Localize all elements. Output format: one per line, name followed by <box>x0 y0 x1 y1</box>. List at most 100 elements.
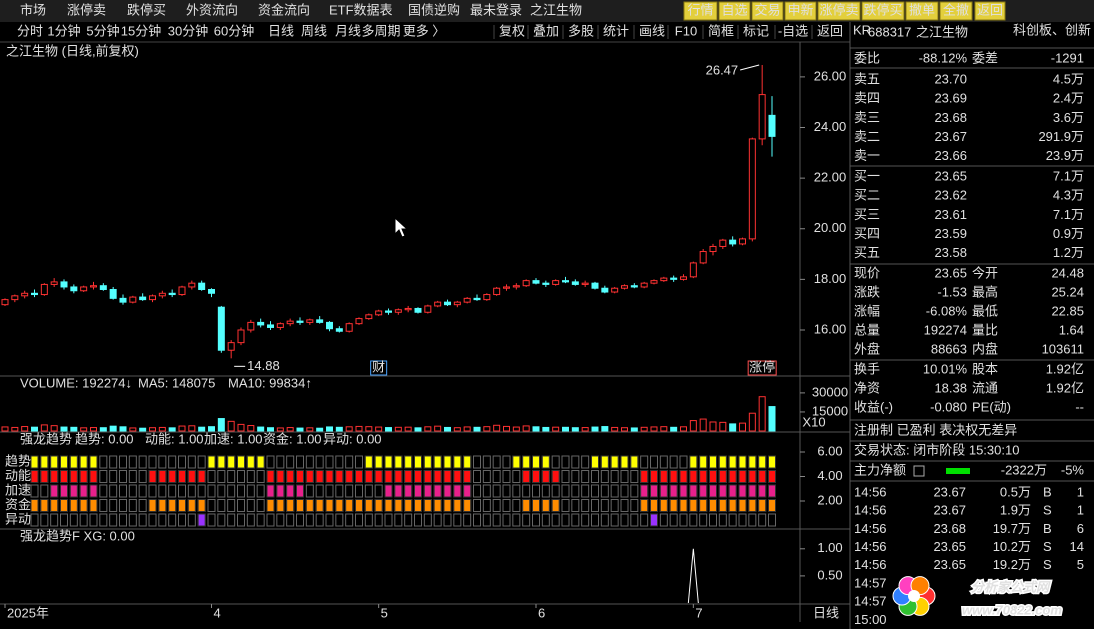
book-price: 23.65 <box>934 168 967 183</box>
toolbar-button[interactable] <box>939 1 973 21</box>
period-tab[interactable]: 1分钟 <box>47 23 80 38</box>
toolbar-button-label: 跌停买 <box>863 2 902 17</box>
field-label: 净资 <box>854 380 880 395</box>
toolbar-button[interactable] <box>784 1 817 21</box>
block-outline <box>40 484 49 498</box>
tool-button[interactable]: 简框 <box>708 23 734 38</box>
stock-tags: 科创板、创新 <box>1013 22 1091 37</box>
menu-item[interactable]: 涨停卖 <box>67 2 106 17</box>
signal-block <box>286 484 295 498</box>
signal-block <box>364 470 373 483</box>
tool-button[interactable]: 统计 <box>603 23 629 38</box>
signal-block <box>50 484 59 498</box>
tool-button[interactable]: 复权 <box>499 23 525 38</box>
candle-body <box>483 294 491 301</box>
period-tab[interactable]: 5分钟 <box>86 23 119 38</box>
tool-button[interactable]: 标记 <box>743 23 769 38</box>
period-tab[interactable]: 15分钟 <box>121 23 161 38</box>
signal-block <box>286 499 295 512</box>
block-outline <box>276 455 285 469</box>
volume-bar <box>11 426 19 432</box>
block-outline <box>482 455 491 469</box>
candle-body <box>267 324 274 328</box>
flow-label: 主力净额 <box>854 462 906 477</box>
signal-block <box>758 455 767 469</box>
toolbar-button[interactable] <box>905 1 939 21</box>
signal-block <box>345 499 354 512</box>
volume-bar <box>680 426 687 432</box>
signal-block <box>718 455 727 469</box>
candle-body <box>660 277 668 282</box>
signal-block <box>266 499 275 512</box>
trade-field: S <box>1043 539 1052 554</box>
event-tag <box>747 360 777 376</box>
period-tab[interactable]: 30分钟 <box>168 23 208 38</box>
y-tick-label: 20.00 <box>814 220 847 235</box>
volume-bar <box>650 426 658 432</box>
period-tab[interactable]: 周线 <box>301 23 327 38</box>
tool-button[interactable]: 返回 <box>817 23 843 38</box>
block-outline <box>109 513 118 527</box>
period-tab[interactable]: 分时 <box>17 23 43 38</box>
high-arrow <box>740 64 760 71</box>
signal-block <box>335 499 344 512</box>
volume-bar <box>80 427 88 432</box>
tool-button[interactable]: 多股 <box>568 23 594 38</box>
signal-block <box>659 470 668 483</box>
candle-body <box>178 286 186 296</box>
toolbar-button[interactable] <box>683 1 718 21</box>
tool-button[interactable]: 叠加 <box>533 23 559 38</box>
field-value: 1.92亿 <box>1046 380 1084 395</box>
signal-block <box>325 470 334 483</box>
menu-item[interactable]: 跌停买 <box>127 2 166 17</box>
signal-block <box>384 455 393 469</box>
block-outline <box>138 455 147 469</box>
toolbar-button[interactable] <box>861 1 905 21</box>
logo-url: www.70822.com <box>962 602 1062 617</box>
block-outline <box>315 484 324 498</box>
period-tab[interactable]: 月线 <box>335 23 361 38</box>
volume-bar <box>503 425 510 432</box>
toolbar-button[interactable] <box>751 1 784 21</box>
volume-bar <box>267 427 274 432</box>
menu-item[interactable]: ETF数据表 <box>329 2 393 17</box>
logo-title: 分析家公式网 <box>971 579 1051 594</box>
signal-block <box>423 484 432 498</box>
period-tab[interactable]: 多周期 <box>361 23 400 38</box>
tool-button[interactable]: F10 <box>675 23 697 38</box>
toolbar-button[interactable] <box>718 1 751 21</box>
signal-block <box>463 470 472 483</box>
block-outline <box>709 513 717 527</box>
block-outline <box>561 470 570 483</box>
block-outline <box>364 513 373 527</box>
signal-block <box>394 470 403 483</box>
tool-button[interactable]: -自选 <box>778 23 808 38</box>
tool-button[interactable]: 画线 <box>639 23 665 38</box>
period-tab[interactable]: 60分钟 <box>214 23 254 38</box>
volume-bar <box>562 426 569 432</box>
menu-item[interactable]: 外资流向 <box>186 2 238 17</box>
block-outline <box>541 513 550 527</box>
menu-item[interactable]: 市场 <box>20 2 46 17</box>
menu-item[interactable]: 资金流向 <box>258 2 310 17</box>
block-outline <box>571 470 580 483</box>
menu-item[interactable]: 国债逆购 <box>408 2 460 17</box>
toolbar-button[interactable] <box>817 1 861 21</box>
trade-field: 5 <box>1077 557 1084 572</box>
volume-bar <box>335 426 343 432</box>
signal-block <box>620 455 629 469</box>
block-outline <box>640 455 649 469</box>
period-tab[interactable]: 更多 〉 <box>403 23 446 38</box>
block-outline <box>473 455 481 469</box>
signal-block <box>69 470 78 483</box>
field-label: 最低 <box>972 303 998 318</box>
trade-field: 14:56 <box>854 557 887 572</box>
block-outline <box>492 513 501 527</box>
volume-bar <box>375 426 383 432</box>
candle-body <box>768 114 776 137</box>
toolbar-button[interactable] <box>974 1 1006 21</box>
signal-block <box>325 499 334 512</box>
period-tab[interactable]: 日线 <box>268 23 294 38</box>
volume-bar <box>591 426 599 432</box>
candle-body <box>709 245 717 253</box>
